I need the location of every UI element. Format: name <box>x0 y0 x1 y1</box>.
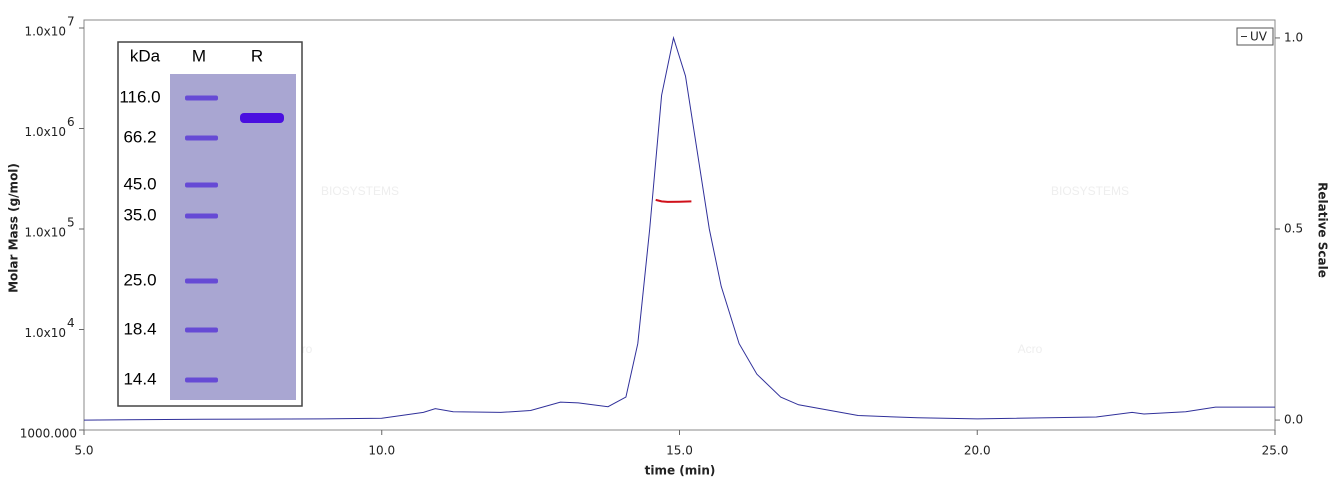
y2-tick-label: 1.0 <box>1284 30 1303 44</box>
gel-image <box>170 74 296 400</box>
x-tick-label: 5.0 <box>74 444 93 458</box>
marker-label: 45.0 <box>123 174 156 193</box>
marker-band <box>185 182 218 188</box>
gel-header: kDa <box>130 46 161 65</box>
gel-header: R <box>251 46 263 65</box>
marker-band <box>185 135 218 141</box>
x-tick-label: 15.0 <box>666 444 693 458</box>
marker-label: 35.0 <box>123 205 156 224</box>
legend-label: UV <box>1250 30 1268 44</box>
marker-label: 66.2 <box>123 127 156 146</box>
y2-tick-label: 0.0 <box>1284 413 1303 427</box>
y-tick-exponent: 4 <box>67 316 75 330</box>
watermark-text: BIOSYSTEMS <box>321 184 399 198</box>
y-tick-label: 1.0x10 <box>25 226 66 240</box>
y-tick-exponent: 6 <box>67 115 75 129</box>
y-tick-label: 1.0x10 <box>25 125 66 139</box>
sample-band <box>240 113 284 123</box>
marker-band <box>185 327 218 333</box>
series-line <box>655 198 692 203</box>
x-tick-label: 20.0 <box>964 444 991 458</box>
marker-label: 116.0 <box>119 87 160 106</box>
y-tick-exponent: 7 <box>67 15 75 29</box>
y-tick-exponent: 5 <box>67 216 75 230</box>
x-tick-label: 10.0 <box>368 444 395 458</box>
y2-tick-label: 0.5 <box>1284 222 1303 236</box>
gel-header: M <box>192 46 206 65</box>
marker-label: 25.0 <box>123 270 156 289</box>
series-line <box>83 35 1275 421</box>
y2-axis-title: Relative Scale <box>1316 182 1330 278</box>
y-tick-label: 1.0x10 <box>25 25 66 39</box>
watermark-text: Acro <box>1018 342 1043 356</box>
marker-band <box>185 213 218 219</box>
x-axis-title: time (min) <box>645 464 716 478</box>
y-tick-label: 1000.000 <box>20 427 77 441</box>
x-tick-label: 25.0 <box>1262 444 1289 458</box>
y-tick-label: 1.0x10 <box>25 326 66 340</box>
gel-inset: kDa M R 116.0 66.2 45.0 35.0 25.0 18.4 14.4 <box>117 41 303 407</box>
marker-label: 18.4 <box>123 319 156 338</box>
marker-band <box>185 377 218 383</box>
watermark: BIOSYSTEMSBIOSYSTEMSAcroAcro <box>288 184 1129 356</box>
y-axis-title: Molar Mass (g/mol) <box>7 163 21 293</box>
legend-box <box>1236 27 1274 46</box>
marker-band <box>185 278 218 284</box>
marker-band <box>185 95 218 101</box>
marker-label: 14.4 <box>123 369 156 388</box>
watermark-text: BIOSYSTEMS <box>1051 184 1129 198</box>
